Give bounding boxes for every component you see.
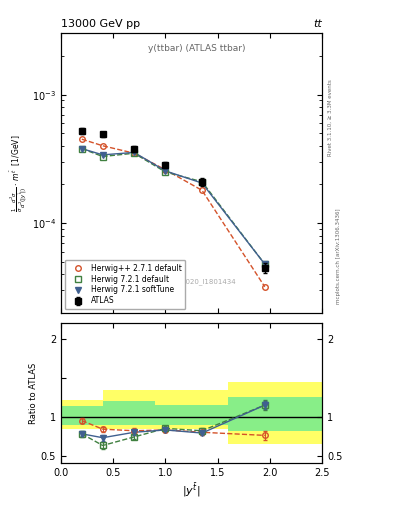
Text: Rivet 3.1.10, ≥ 3.3M events: Rivet 3.1.10, ≥ 3.3M events <box>328 79 333 156</box>
Herwig 7.2.1 default <box>100 154 105 160</box>
Herwig 7.2.1 default <box>263 261 267 267</box>
Herwig++ 2.7.1 default <box>163 167 168 173</box>
Line: Herwig 7.2.1 default: Herwig 7.2.1 default <box>79 146 268 267</box>
Text: tt: tt <box>314 19 322 29</box>
Herwig++ 2.7.1 default <box>100 143 105 149</box>
Herwig 7.2.1 default <box>132 150 136 156</box>
Herwig 7.2.1 default <box>200 179 204 185</box>
Herwig 7.2.1 softTune <box>263 261 267 267</box>
Line: Herwig 7.2.1 softTune: Herwig 7.2.1 softTune <box>79 146 268 267</box>
Herwig 7.2.1 softTune <box>132 150 136 156</box>
Herwig++ 2.7.1 default <box>79 136 84 142</box>
Text: ATLAS_2020_I1801434: ATLAS_2020_I1801434 <box>157 279 237 285</box>
Y-axis label: Ratio to ATLAS: Ratio to ATLAS <box>29 363 38 424</box>
Herwig 7.2.1 softTune <box>79 145 84 152</box>
Text: mcplots.cern.ch [arXiv:1306.3436]: mcplots.cern.ch [arXiv:1306.3436] <box>336 208 341 304</box>
Legend: Herwig++ 2.7.1 default, Herwig 7.2.1 default, Herwig 7.2.1 softTune, ATLAS: Herwig++ 2.7.1 default, Herwig 7.2.1 def… <box>65 260 185 309</box>
Herwig++ 2.7.1 default <box>263 284 267 290</box>
Line: Herwig++ 2.7.1 default: Herwig++ 2.7.1 default <box>79 136 268 290</box>
X-axis label: $|y^{\bar{t}}|$: $|y^{\bar{t}}|$ <box>182 481 201 499</box>
Herwig 7.2.1 default <box>163 169 168 175</box>
Text: y(ttbar) (ATLAS ttbar): y(ttbar) (ATLAS ttbar) <box>148 45 246 53</box>
Text: 13000 GeV pp: 13000 GeV pp <box>61 19 140 29</box>
Y-axis label: $\frac{1}{\sigma}\frac{d^2\sigma}{d^2(|y^{\bar{t}}|)}$ $\cdot$ $m^{\bar{t}}$  [1: $\frac{1}{\sigma}\frac{d^2\sigma}{d^2(|y… <box>8 135 29 212</box>
Herwig 7.2.1 softTune <box>100 152 105 158</box>
Herwig 7.2.1 softTune <box>163 168 168 174</box>
Herwig++ 2.7.1 default <box>200 187 204 194</box>
Herwig 7.2.1 default <box>79 145 84 152</box>
Herwig++ 2.7.1 default <box>132 150 136 156</box>
Herwig 7.2.1 softTune <box>200 180 204 186</box>
